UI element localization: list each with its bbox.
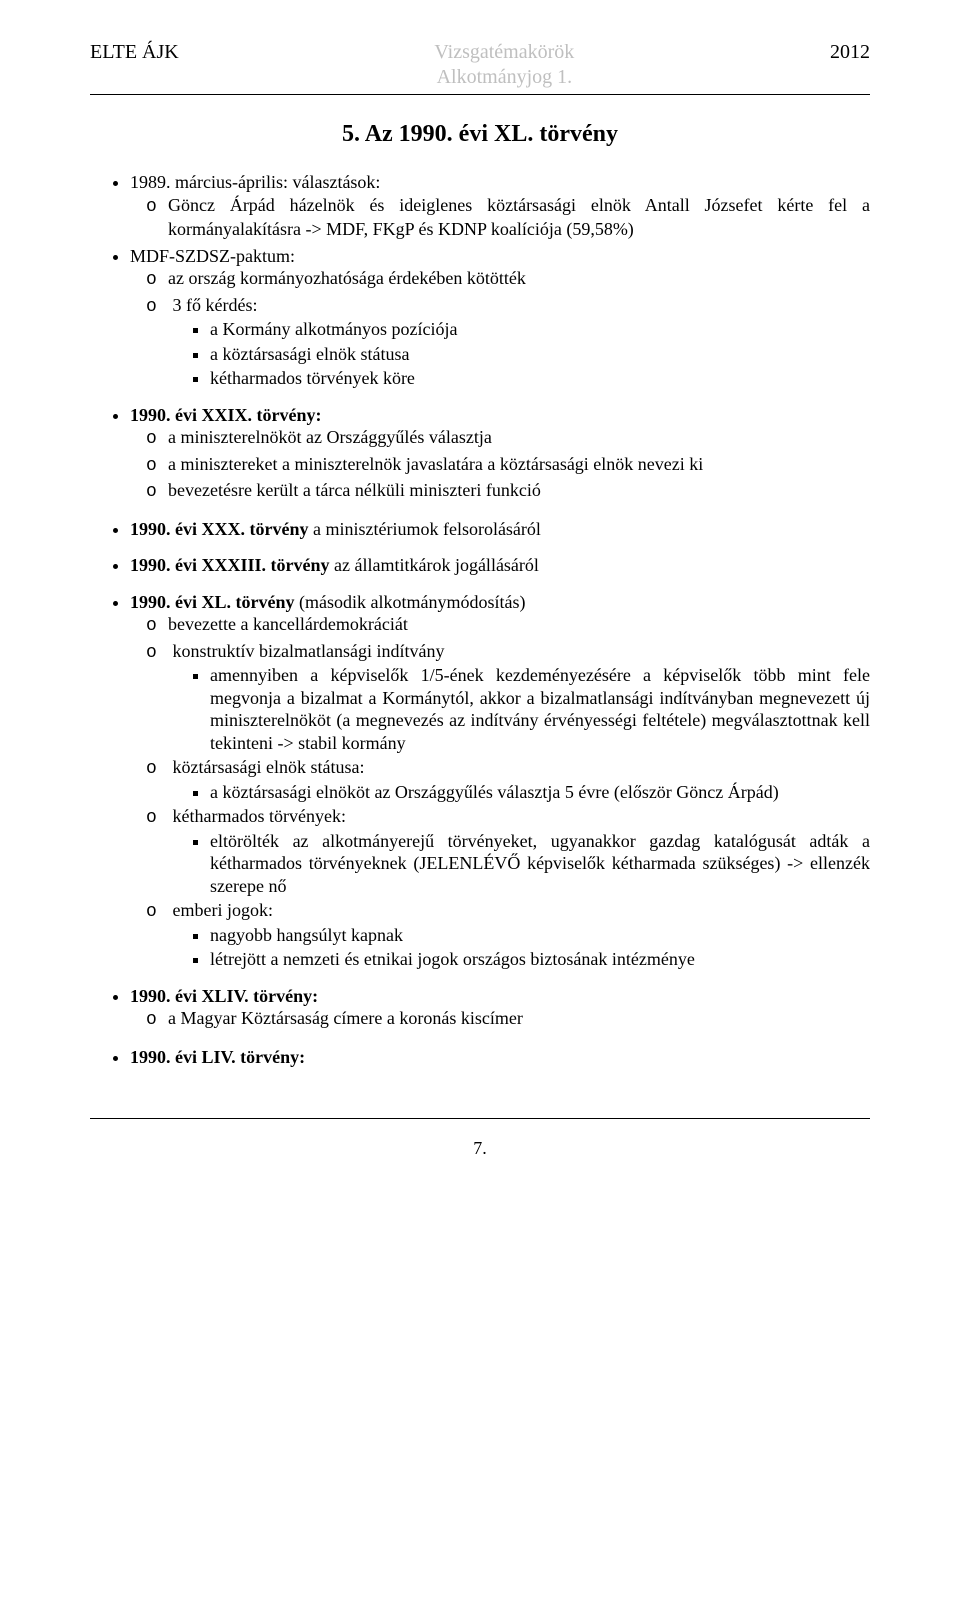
sub-sub-item: eltörölték az alkotmányerejű törvényeket… <box>210 830 870 898</box>
item-rest: a minisztériumok felsorolásáról <box>308 519 540 539</box>
sub-sub-item: nagyobb hangsúlyt kapnak <box>210 924 870 947</box>
sub-item: bevezetésre került a tárca nélküli minis… <box>168 479 870 504</box>
sub-sub-item: kétharmados törvények köre <box>210 367 870 390</box>
page-title: 5. Az 1990. évi XL. törvény <box>90 119 870 149</box>
list-item: 1990. évi LIV. törvény: <box>130 1046 870 1069</box>
header-right: 2012 <box>830 40 870 90</box>
sub-sub-item: a Kormány alkotmányos pozíciója <box>210 318 870 341</box>
sub-item: köztársasági elnök státusa: a köztársasá… <box>168 756 870 803</box>
sub-item-text: emberi jogok: <box>173 900 273 920</box>
list-item: 1990. évi XXX. törvény a minisztériumok … <box>130 518 870 541</box>
page-header: ELTE ÁJK Vizsgatémakörök Alkotmányjog 1.… <box>90 40 870 94</box>
item-heading: 1990. évi XXX. törvény <box>130 519 308 539</box>
footer-rule <box>90 1118 870 1119</box>
sub-item: a minisztereket a miniszterelnök javasla… <box>168 453 870 478</box>
item-heading: 1990. évi XXXIII. törvény <box>130 555 330 575</box>
sub-item-text: kétharmados törvények: <box>173 806 346 826</box>
sub-sub-item: létrejött a nemzeti és etnikai jogok ors… <box>210 948 870 971</box>
sub-item: az ország kormányozhatósága érdekében kö… <box>168 267 870 292</box>
item-heading: 1990. évi XXIX. törvény: <box>130 405 321 425</box>
content-list: 1989. március-április: választások: Gönc… <box>90 171 870 390</box>
item-rest: (második alkotmánymódosítás) <box>294 592 525 612</box>
sub-item: a miniszterelnököt az Országgyűlés válas… <box>168 426 870 451</box>
item-heading: 1990. évi LIV. törvény: <box>130 1047 305 1067</box>
sub-item: a Magyar Köztársaság címere a koronás ki… <box>168 1007 870 1032</box>
sub-sub-item: a köztársasági elnök státusa <box>210 343 870 366</box>
item-heading: 1990. évi XLIV. törvény: <box>130 986 318 1006</box>
list-item: 1990. évi XLIV. törvény: a Magyar Köztár… <box>130 985 870 1032</box>
sub-item-text: köztársasági elnök státusa: <box>173 757 365 777</box>
sub-sub-item: amennyiben a képviselők 1/5-ének kezdemé… <box>210 664 870 754</box>
item-text: 1989. március-április: választások: <box>130 172 380 192</box>
header-center-line2: Alkotmányjog 1. <box>179 65 830 90</box>
sub-item-text: 3 fő kérdés: <box>173 295 258 315</box>
header-rule <box>90 94 870 95</box>
content-list: 1990. évi XXX. törvény a minisztériumok … <box>90 518 870 541</box>
page-number: 7. <box>90 1137 870 1160</box>
content-list: 1990. évi XL. törvény (második alkotmány… <box>90 591 870 971</box>
sub-item: Göncz Árpád házelnök és ideiglenes köztá… <box>168 194 870 241</box>
content-list: 1990. évi XXXIII. törvény az államtitkár… <box>90 554 870 577</box>
content-list: 1990. évi XXIX. törvény: a miniszterelnö… <box>90 404 870 504</box>
item-text: MDF-SZDSZ-paktum: <box>130 246 295 266</box>
header-left: ELTE ÁJK <box>90 40 179 90</box>
item-rest: az államtitkárok jogállásáról <box>330 555 539 575</box>
sub-sub-item: a köztársasági elnököt az Országgyűlés v… <box>210 781 870 804</box>
sub-item: emberi jogok: nagyobb hangsúlyt kapnak l… <box>168 899 870 971</box>
list-item: 1990. évi XXIX. törvény: a miniszterelnö… <box>130 404 870 504</box>
sub-item-text: konstruktív bizalmatlansági indítvány <box>173 641 445 661</box>
list-item: MDF-SZDSZ-paktum: az ország kormányozhat… <box>130 245 870 390</box>
list-item: 1990. évi XL. törvény (második alkotmány… <box>130 591 870 971</box>
content-list: 1990. évi LIV. törvény: <box>90 1046 870 1069</box>
list-item: 1989. március-április: választások: Gönc… <box>130 171 870 241</box>
sub-item: bevezette a kancellárdemokráciát <box>168 613 870 638</box>
header-center: Vizsgatémakörök Alkotmányjog 1. <box>179 40 830 90</box>
content-list: 1990. évi XLIV. törvény: a Magyar Köztár… <box>90 985 870 1032</box>
sub-item: kétharmados törvények: eltörölték az alk… <box>168 805 870 897</box>
item-heading: 1990. évi XL. törvény <box>130 592 294 612</box>
sub-item: 3 fő kérdés: a Kormány alkotmányos pozíc… <box>168 294 870 390</box>
header-center-line1: Vizsgatémakörök <box>179 40 830 65</box>
list-item: 1990. évi XXXIII. törvény az államtitkár… <box>130 554 870 577</box>
sub-item: konstruktív bizalmatlansági indítvány am… <box>168 640 870 755</box>
